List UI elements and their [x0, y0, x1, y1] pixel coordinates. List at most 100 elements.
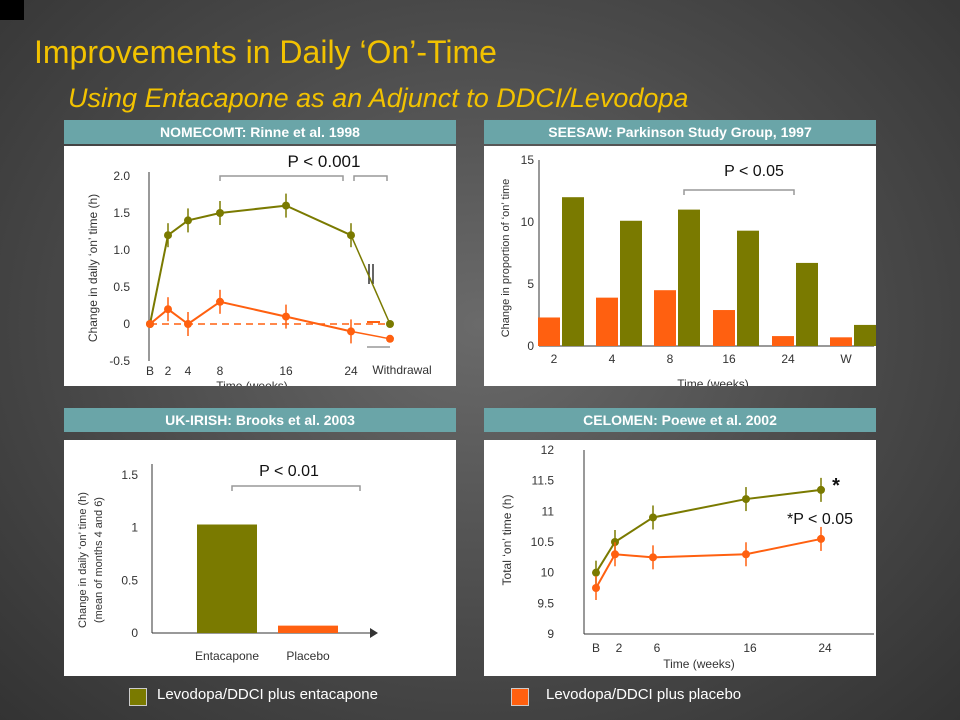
p-value-label: P < 0.01: [259, 463, 319, 480]
placebo-bar: [654, 290, 676, 346]
y-axis-sublabel: (mean of months 4 and 6): [93, 497, 105, 623]
y-tick-label: 1.5: [113, 206, 130, 220]
placebo-point: [184, 320, 192, 328]
y-tick-label: 1: [131, 521, 138, 535]
p-value-label: P < 0.001: [288, 152, 361, 171]
y-tick-label: 0: [131, 626, 138, 640]
entacapone-point: [742, 495, 750, 504]
placebo-point: [817, 534, 825, 543]
p-value-bracket: [353, 175, 388, 181]
y-axis-label: Change in daily ‘on’ time (h): [86, 194, 100, 342]
entacapone-point: [817, 485, 825, 494]
entacapone-bar: [620, 220, 642, 346]
nomecomt-header: NOMECOMT: Rinne et al. 1998: [64, 120, 456, 144]
seesaw-chart: 15 10 5 0 Change in proportion of ‘on’ time 2…: [500, 153, 876, 386]
y-tick-label: 9: [547, 627, 554, 641]
x-tick-label: 6: [654, 641, 661, 655]
y-tick-label: -0.5: [109, 354, 130, 368]
x-axis-label: Time (weeks): [677, 377, 749, 386]
p-value-bracket: [683, 189, 795, 195]
y-tick-label: 0.5: [113, 280, 130, 294]
x-axis-label: Time (weeks): [663, 657, 735, 671]
x-tick-label: 24: [344, 364, 358, 378]
ukirish-chart: 1.5 1 0.5 0 Change in daily ‘on’ time (h) (me…: [77, 463, 378, 663]
entacapone-point: [592, 568, 600, 577]
x-tick-label: 16: [722, 352, 736, 366]
seesaw-header: SEESAW: Parkinson Study Group, 1997: [484, 120, 876, 144]
nomecomt-panel: 2.0 1.5 1.0 0.5 0 -0.5 Change in daily ‘on’ ti…: [64, 146, 456, 386]
x-tick-label: 16: [279, 364, 293, 378]
y-tick-label: 1.5: [121, 468, 138, 482]
placebo-bar: [772, 336, 794, 346]
placebo-withdrawal-line: [350, 330, 391, 340]
x-tick-label: 8: [667, 352, 674, 366]
y-tick-label: 11.5: [532, 474, 555, 488]
entacapone-point: [184, 216, 192, 225]
y-tick-label: 5: [527, 277, 534, 291]
ukirish-header: UK-IRISH: Brooks et al. 2003: [64, 408, 456, 432]
y-tick-label: 10: [521, 215, 535, 229]
x-tick-label: 2: [551, 352, 558, 366]
y-tick-label: 15: [521, 153, 535, 167]
celomen-panel: 12 11.5 11 10.5 10 9.5 9 Total ‘on’ time (h) B 2 6…: [484, 440, 876, 676]
y-tick-label: 9.5: [537, 596, 554, 610]
legend-entacapone-label: Levodopa/DDCI plus entacapone: [157, 686, 378, 703]
withdrawal-label: Withdrawal: [372, 363, 431, 377]
entacapone-bar: [796, 262, 818, 346]
y-tick-label: 0.5: [121, 573, 138, 587]
entacapone-bar: [197, 524, 257, 633]
entacapone-point: [649, 513, 657, 522]
placebo-bar: [830, 337, 852, 346]
celomen-header: CELOMEN: Poewe et al. 2002: [484, 408, 876, 432]
x-tick-label: 24: [818, 641, 832, 655]
p-value-bracket: [231, 485, 361, 491]
x-axis-label: Time (weeks): [216, 379, 288, 386]
placebo-bar: [278, 625, 338, 633]
entacapone-series-line: [595, 488, 822, 574]
entacapone-withdrawal-point: [386, 320, 394, 328]
seesaw-panel: 15 10 5 0 Change in proportion of ‘on’ time 2…: [484, 146, 876, 386]
entacapone-bar: [678, 209, 700, 346]
placebo-point: [164, 305, 172, 314]
x-tick-label: Placebo: [286, 649, 330, 663]
x-tick-label: W: [840, 352, 852, 366]
x-tick-label: 16: [743, 641, 757, 655]
entacapone-bar: [737, 230, 759, 346]
nomecomt-chart: 2.0 1.5 1.0 0.5 0 -0.5 Change in daily ‘on’ ti…: [86, 152, 432, 386]
y-tick-label: 11: [542, 504, 555, 518]
y-tick-label: 0: [123, 317, 130, 331]
placebo-bar: [538, 317, 560, 346]
x-tick-label: B: [592, 641, 600, 655]
legend-placebo-swatch: [511, 688, 529, 706]
slide-subtitle: Using Entacapone as an Adjunct to DDCI/L…: [68, 83, 689, 113]
placebo-bar: [596, 297, 618, 346]
legend-placebo-label: Levodopa/DDCI plus placebo: [546, 686, 742, 703]
placebo-point: [742, 550, 750, 559]
y-tick-label: 10.5: [531, 535, 555, 549]
legend-entacapone-swatch: [129, 688, 147, 706]
placebo-point: [592, 584, 600, 592]
x-tick-label: Entacapone: [195, 649, 259, 663]
p-value-label: P < 0.05: [724, 163, 784, 180]
y-axis-label: Total ‘on’ time (h): [500, 495, 514, 586]
x-tick-label: 24: [781, 352, 795, 366]
entacapone-bar: [562, 197, 584, 346]
placebo-point: [282, 312, 290, 321]
celomen-chart: 12 11.5 11 10.5 10 9.5 9 Total ‘on’ time (h) B 2 6…: [500, 443, 874, 671]
y-axis-label: Change in daily ‘on’ time (h): [77, 492, 89, 628]
x-tick-label: 8: [217, 364, 224, 378]
placebo-point: [146, 320, 154, 328]
p-value-bracket: [219, 175, 344, 181]
entacapone-point: [611, 538, 619, 546]
y-tick-label: 12: [541, 443, 555, 457]
x-tick-label: 2: [616, 641, 623, 655]
placebo-withdrawal-point: [386, 334, 394, 343]
slide-title: Improvements in Daily ‘On’-Time: [34, 34, 497, 70]
placebo-series-line: [595, 537, 822, 589]
ukirish-panel: 1.5 1 0.5 0 Change in daily ‘on’ time (h) (me…: [64, 440, 456, 676]
placebo-point: [611, 550, 619, 559]
x-tick-label: B: [146, 364, 154, 378]
placebo-point: [216, 297, 224, 306]
entacapone-series-line: [149, 204, 352, 325]
corner-mark: [0, 0, 24, 20]
